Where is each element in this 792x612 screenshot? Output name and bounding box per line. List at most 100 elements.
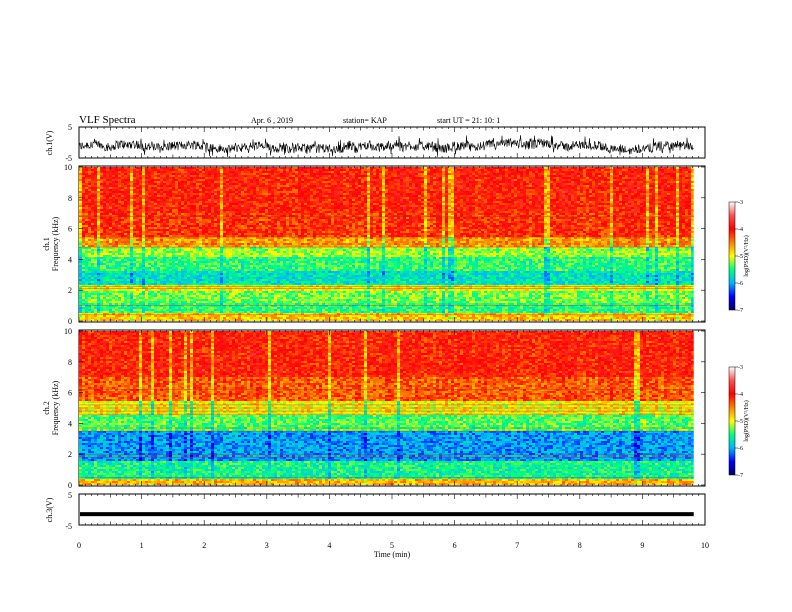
spectrogram-cell (229, 215, 232, 217)
spectrogram-cell (124, 175, 127, 177)
spectrogram-cell (103, 315, 106, 317)
spectrogram-cell (253, 235, 256, 237)
spectrogram-cell (187, 285, 190, 287)
spectrogram-cell (124, 301, 127, 303)
spectrogram-cell (199, 267, 202, 269)
spectrogram-cell (154, 225, 157, 227)
spectrogram-cell (220, 241, 223, 243)
spectrogram-cell (256, 209, 259, 211)
spectrogram-cell (100, 291, 103, 293)
spectrogram-cell (214, 263, 217, 265)
spectrogram-cell (85, 297, 88, 299)
spectrogram-cell (148, 185, 151, 187)
spectrogram-cell (265, 283, 268, 285)
spectrogram-cell (268, 283, 271, 285)
spectrogram-cell (214, 171, 217, 173)
spectrogram-cell (145, 225, 148, 227)
spectrogram-cell (136, 297, 139, 299)
spectrogram-cell (238, 177, 241, 179)
spectrogram-cell (82, 177, 85, 179)
spectrogram-cell (181, 319, 184, 321)
spectrogram-cell (118, 173, 121, 175)
spectrogram-cell (154, 291, 157, 293)
spectrogram-cell (130, 249, 133, 251)
spectrogram-cell (259, 255, 262, 257)
spectrogram-cell (208, 173, 211, 175)
spectrogram-cell (127, 173, 130, 175)
spectrogram-cell (205, 249, 208, 251)
spectrogram-cell (118, 175, 121, 177)
spectrogram-cell (118, 219, 121, 221)
spectrogram-cell (193, 295, 196, 297)
spectrogram-cell (193, 291, 196, 293)
spectrogram-cell (94, 295, 97, 297)
spectrogram-cell (223, 265, 226, 267)
spectrogram-cell (187, 275, 190, 277)
spectrogram-cell (181, 245, 184, 247)
spectrogram-cell (127, 297, 130, 299)
spectrogram-cell (229, 217, 232, 219)
spectrogram-cell (100, 177, 103, 179)
spectrogram-cell (139, 199, 142, 201)
spectrogram-cell (214, 275, 217, 277)
spectrogram-cell (163, 185, 166, 187)
spectrogram-cell (127, 277, 130, 279)
spectrogram-cell (232, 317, 235, 319)
spectrogram-cell (127, 273, 130, 275)
spectrogram-cell (112, 171, 115, 173)
spectrogram-cell (244, 189, 247, 191)
spectrogram-cell (109, 305, 112, 307)
spectrogram-cell (259, 297, 262, 299)
spectrogram-cell (268, 275, 271, 277)
spectrogram-cell (253, 207, 256, 209)
spectrogram-cell (238, 209, 241, 211)
spectrogram-cell (268, 189, 271, 191)
spectrogram-cell (142, 293, 145, 295)
spectrogram-cell (211, 257, 214, 259)
spectrogram-cell (262, 207, 265, 209)
spectrogram-cell (193, 203, 196, 205)
spectrogram-cell (118, 307, 121, 309)
spectrogram-cell (187, 203, 190, 205)
spectrogram-cell (94, 235, 97, 237)
spectrogram-cell (97, 235, 100, 237)
spectrogram-cell (250, 305, 253, 307)
spectrogram-cell (226, 255, 229, 257)
spectrogram-cell (148, 195, 151, 197)
spectrogram-cell (250, 171, 253, 173)
spectrogram-cell (205, 253, 208, 255)
spectrogram-cell (154, 255, 157, 257)
spectrogram-cell (145, 277, 148, 279)
spectrogram-cell (163, 279, 166, 281)
spectrogram-cell (100, 283, 103, 285)
spectrogram-cell (181, 227, 184, 229)
spectrogram-cell (157, 267, 160, 269)
spectrogram-cell (193, 263, 196, 265)
spectrogram-cell (220, 209, 223, 211)
spectrogram-cell (265, 171, 268, 173)
spectrogram-cell (256, 255, 259, 257)
spectrogram-cell (181, 293, 184, 295)
spectrogram-cell (202, 211, 205, 213)
spectrogram-cell (166, 305, 169, 307)
spectrogram-cell (193, 273, 196, 275)
spectrogram-cell (220, 245, 223, 247)
spectrogram-cell (103, 203, 106, 205)
spectrogram-cell (97, 213, 100, 215)
spectrogram-cell (259, 291, 262, 293)
spectrogram-cell (253, 177, 256, 179)
spectrogram-cell (82, 183, 85, 185)
spectrogram-cell (262, 171, 265, 173)
spectrogram-cell (112, 167, 115, 169)
spectrogram-cell (157, 181, 160, 183)
spectrogram-cell (82, 181, 85, 183)
spectrogram-cell (187, 295, 190, 297)
spectrogram-cell (118, 235, 121, 237)
spectrogram-cell (256, 205, 259, 207)
spectrogram-cell (88, 255, 91, 257)
spectrogram-cell (226, 179, 229, 181)
spectrogram-cell (184, 213, 187, 215)
spectrogram-cell (157, 229, 160, 231)
spectrogram-cell (268, 255, 271, 257)
spectrogram-cell (187, 219, 190, 221)
